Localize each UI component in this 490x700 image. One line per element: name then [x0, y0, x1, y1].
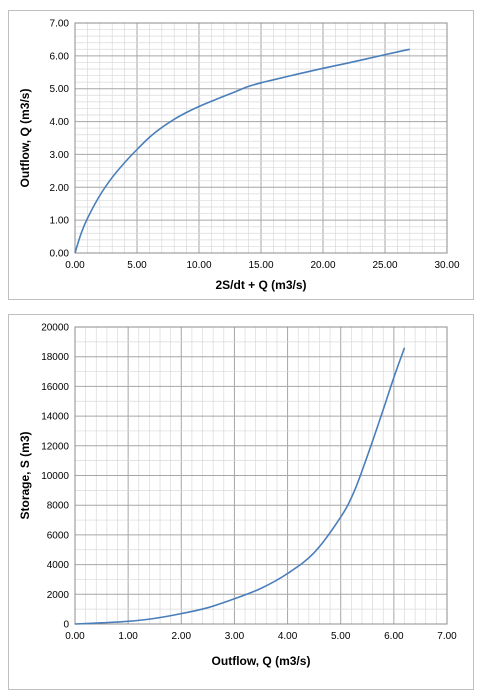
y-tick-label: 2000: [47, 590, 70, 601]
x-tick-label: 7.00: [437, 631, 457, 642]
x-axis-title: Outflow, Q (m3/s): [212, 654, 311, 668]
plot-area-border: [74, 22, 448, 254]
x-tick-label: 30.00: [434, 260, 459, 271]
x-tick-label: 6.00: [384, 631, 404, 642]
y-axis-title: Outflow, Q (m3/s): [18, 89, 32, 188]
y-tick-label: 6000: [47, 530, 70, 541]
series-line: [74, 48, 410, 254]
y-tick-label: 12000: [41, 441, 69, 452]
x-tick-label: 10.00: [186, 260, 211, 271]
y-tick-label: 18000: [41, 352, 69, 363]
outflow-chart-panel: 0.00 5.00 10.00 15.00 20.00 25.00 30.00 0.00 1.0…: [8, 10, 474, 300]
storage-vs-outflow-chart: 0.00 1.00 2.00 3.00 4.00 5.00 6.00 7.00 0 2000 400…: [18, 323, 457, 669]
y-tick-label: 4.00: [50, 117, 70, 128]
outflow-vs-storage-indication-chart: 0.00 5.00 10.00 15.00 20.00 25.00 30.00 0.00 1.0…: [18, 19, 460, 293]
y-tick-label: 0: [63, 620, 69, 631]
y-tick-label: 0.00: [50, 249, 70, 260]
x-axis-title: 2S/dt + Q (m3/s): [215, 278, 306, 292]
y-tick-label: 20000: [41, 323, 69, 334]
grid: [74, 22, 448, 254]
y-tick-label: 5.00: [50, 84, 70, 95]
y-tick-label: 6.00: [50, 51, 70, 62]
y-tick-label: 1.00: [50, 216, 70, 227]
y-tick-label: 7.00: [50, 19, 70, 30]
y-tick-label: 8000: [47, 501, 70, 512]
grid: [74, 326, 448, 625]
x-tick-label: 20.00: [310, 260, 335, 271]
storage-chart-panel: 0.00 1.00 2.00 3.00 4.00 5.00 6.00 7.00 0 2000 400…: [8, 314, 474, 690]
x-tick-label: 3.00: [225, 631, 245, 642]
x-tick-label: 25.00: [372, 260, 397, 271]
y-tick-label: 14000: [41, 412, 69, 423]
y-tick-label: 3.00: [50, 150, 70, 161]
y-axis-title: Storage, S (m3): [18, 431, 32, 519]
x-tick-label: 1.00: [118, 631, 138, 642]
x-tick-label: 0.00: [65, 631, 85, 642]
series-line: [74, 347, 406, 625]
x-tick-label: 15.00: [248, 260, 273, 271]
x-tick-label: 0.00: [65, 260, 85, 271]
y-tick-label: 4000: [47, 560, 70, 571]
y-tick-label: 10000: [41, 471, 69, 482]
plot-area-border: [74, 326, 448, 625]
x-tick-label: 4.00: [278, 631, 298, 642]
y-tick-label: 16000: [41, 382, 69, 393]
y-tick-label: 2.00: [50, 183, 70, 194]
x-tick-label: 5.00: [127, 260, 147, 271]
x-tick-label: 2.00: [172, 631, 192, 642]
x-tick-label: 5.00: [331, 631, 351, 642]
